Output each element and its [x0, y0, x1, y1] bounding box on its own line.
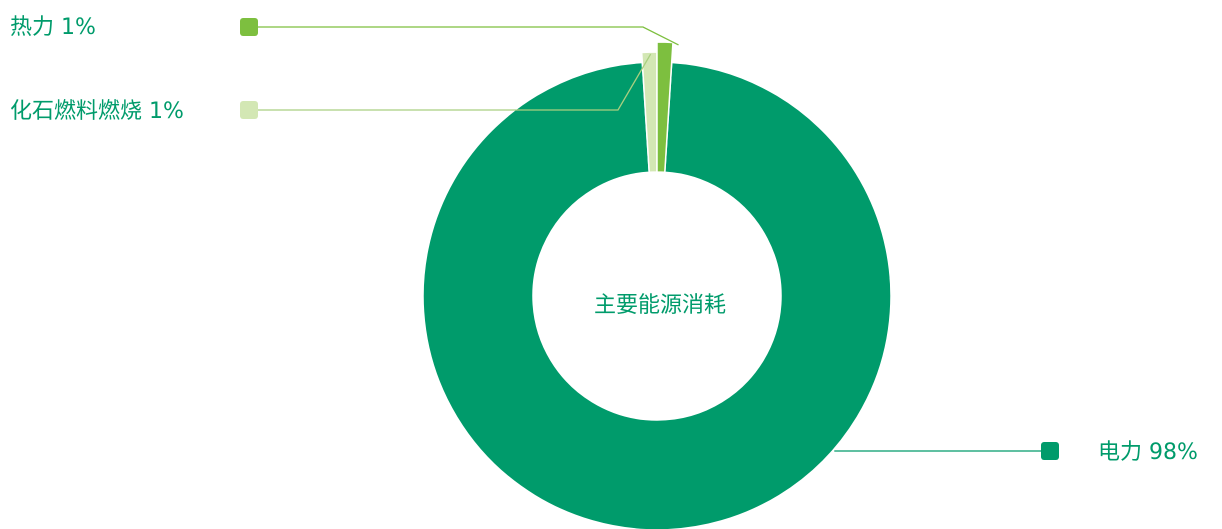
slice-2 — [656, 41, 674, 174]
legend-marker-2 — [240, 18, 258, 36]
legend-marker-0 — [1041, 442, 1059, 460]
slice-0 — [422, 61, 892, 529]
callouts: 电力 98% 化石燃料燃烧 1% 热力 1% — [10, 15, 1198, 465]
donut-slices — [422, 41, 892, 529]
center-label: 主要能源消耗 — [594, 293, 726, 318]
legend-marker-1 — [240, 101, 258, 119]
data-label-1: 化石燃料燃烧 1% — [10, 99, 184, 124]
callout-line-1 — [249, 53, 652, 111]
data-label-0: 电力 98% — [1098, 440, 1198, 465]
callout-line-2 — [249, 26, 679, 46]
data-label-2: 热力 1% — [10, 15, 96, 40]
